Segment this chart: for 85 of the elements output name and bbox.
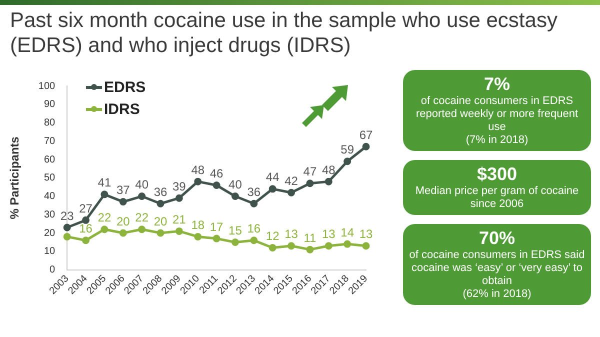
data-label: 13 [284, 227, 298, 242]
text: $300 Median price per gram of cocaine since 2006 [414, 164, 580, 211]
point [268, 244, 276, 252]
data-label: 22 [135, 210, 149, 225]
data-label: 12 [266, 229, 280, 244]
point [231, 192, 239, 200]
data-label: 42 [284, 174, 298, 188]
data-label: 27 [79, 201, 93, 216]
point [288, 242, 296, 250]
data-label: 40 [228, 178, 242, 192]
data-label: 13 [359, 227, 373, 242]
data-label: 16 [247, 222, 261, 236]
point [250, 236, 258, 244]
point [194, 232, 202, 240]
text: 70% of cocaine consumers in EDRS said cocaine was ‘easy’ or ‘very easy’ to obtain (62% in 2018) [409, 228, 585, 301]
data-label: 44 [266, 170, 280, 184]
point [324, 242, 332, 250]
data-label: 14 [340, 225, 354, 240]
point [175, 227, 183, 235]
y-axis-title: % Participants [8, 136, 22, 220]
data-label: 16 [79, 222, 93, 236]
text: 7% of cocaine consumers in EDRS reported weekly or more frequent use (7% in 2018) [414, 74, 580, 147]
point [100, 226, 108, 234]
y-tick-label: 60 [44, 154, 56, 166]
legend-label: EDRS [104, 78, 146, 96]
point [231, 238, 239, 246]
y-tick-label: 70 [44, 136, 56, 147]
point [362, 242, 370, 250]
y-tick-label: 30 [44, 209, 56, 220]
point [212, 234, 220, 242]
point [306, 246, 314, 254]
data-label: 23 [60, 208, 74, 223]
point [82, 236, 90, 244]
data-label: 13 [322, 227, 336, 242]
data-label: 21 [172, 212, 186, 226]
y-tick-label: 0 [50, 264, 56, 276]
data-label: 20 [154, 214, 168, 228]
point [362, 142, 370, 150]
point [324, 178, 332, 186]
data-label: 36 [154, 184, 168, 199]
point [288, 188, 296, 196]
y-tick-label: 10 [44, 246, 56, 258]
y-tick-label: 50 [44, 172, 56, 184]
point [63, 224, 71, 232]
data-label: 67 [359, 128, 373, 142]
data-label: 46 [210, 166, 224, 181]
point [119, 229, 127, 237]
point [156, 229, 164, 237]
point [212, 181, 220, 189]
data-label: 48 [191, 162, 205, 177]
point [119, 198, 127, 206]
point [194, 178, 202, 186]
point [250, 200, 258, 208]
chart-title: Past six month cocaine use in the sample who use ecstasy (EDRS) and who inject drugs (IDRS) [10, 8, 558, 58]
data-label: 17 [210, 220, 224, 234]
point [138, 192, 146, 200]
point [306, 180, 314, 188]
point [63, 232, 71, 240]
data-label: 41 [98, 176, 112, 190]
data-label: 47 [303, 164, 317, 179]
data-label: 40 [135, 178, 149, 192]
point [82, 216, 90, 224]
data-label: 48 [322, 162, 336, 177]
data-label: 18 [191, 218, 205, 232]
legend-label: IDRS [104, 100, 140, 118]
data-label: 22 [98, 210, 112, 225]
point [138, 226, 146, 234]
point [156, 200, 164, 208]
point [100, 190, 108, 198]
data-label: 15 [228, 224, 242, 238]
point [344, 158, 352, 166]
y-tick-label: 20 [44, 228, 56, 239]
data-label: 37 [116, 183, 130, 198]
y-tick-label: 40 [44, 191, 56, 202]
y-tick-label: 90 [44, 99, 56, 110]
data-label: 36 [247, 184, 261, 199]
point [268, 185, 276, 193]
point [344, 240, 352, 248]
y-tick-label: 100 [38, 80, 56, 92]
data-label: 59 [340, 142, 354, 157]
data-label: 11 [304, 230, 316, 245]
y-tick-label: 80 [44, 118, 56, 129]
data-label: 39 [172, 179, 186, 194]
data-label: 20 [116, 214, 130, 228]
point [175, 194, 183, 202]
